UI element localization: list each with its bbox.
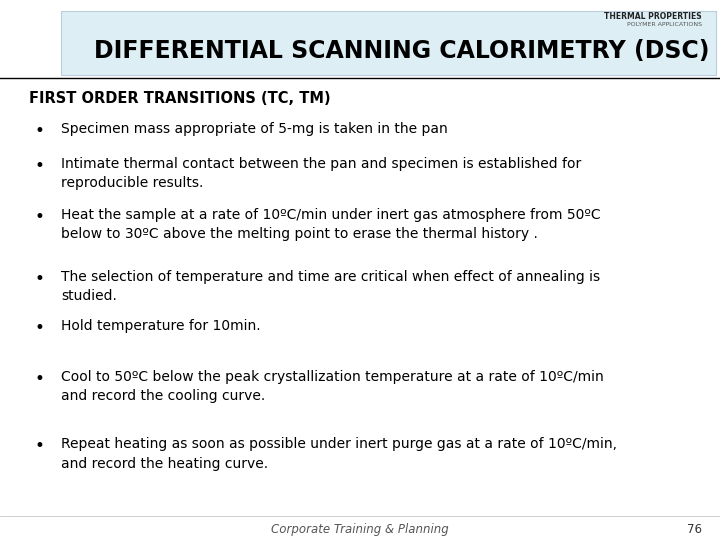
- Text: FIRST ORDER TRANSITIONS (TC, TM): FIRST ORDER TRANSITIONS (TC, TM): [29, 91, 330, 106]
- Text: Specimen mass appropriate of 5-mg is taken in the pan: Specimen mass appropriate of 5-mg is tak…: [61, 122, 448, 136]
- Text: Hold temperature for 10min.: Hold temperature for 10min.: [61, 319, 261, 333]
- Text: •: •: [35, 270, 45, 288]
- Text: Repeat heating as soon as possible under inert purge gas at a rate of 10ºC/min,
: Repeat heating as soon as possible under…: [61, 437, 617, 471]
- Text: Heat the sample at a rate of 10ºC/min under inert gas atmosphere from 50ºC
below: Heat the sample at a rate of 10ºC/min un…: [61, 208, 600, 241]
- Text: DIFFERENTIAL SCANNING CALORIMETRY (DSC): DIFFERENTIAL SCANNING CALORIMETRY (DSC): [94, 39, 709, 63]
- Text: Intimate thermal contact between the pan and specimen is established for
reprodu: Intimate thermal contact between the pan…: [61, 157, 582, 190]
- Text: •: •: [35, 208, 45, 226]
- Text: •: •: [35, 370, 45, 388]
- Text: POLYMER APPLICATIONS: POLYMER APPLICATIONS: [627, 22, 702, 26]
- Text: •: •: [35, 157, 45, 174]
- Text: •: •: [35, 122, 45, 139]
- Text: 76: 76: [687, 523, 702, 536]
- Text: Corporate Training & Planning: Corporate Training & Planning: [271, 523, 449, 536]
- Text: •: •: [35, 319, 45, 336]
- Text: Cool to 50ºC below the peak crystallization temperature at a rate of 10ºC/min
an: Cool to 50ºC below the peak crystallizat…: [61, 370, 604, 403]
- FancyBboxPatch shape: [61, 11, 716, 75]
- Text: THERMAL PROPERTIES: THERMAL PROPERTIES: [604, 12, 702, 21]
- Text: The selection of temperature and time are critical when effect of annealing is
s: The selection of temperature and time ar…: [61, 270, 600, 303]
- Text: •: •: [35, 437, 45, 455]
